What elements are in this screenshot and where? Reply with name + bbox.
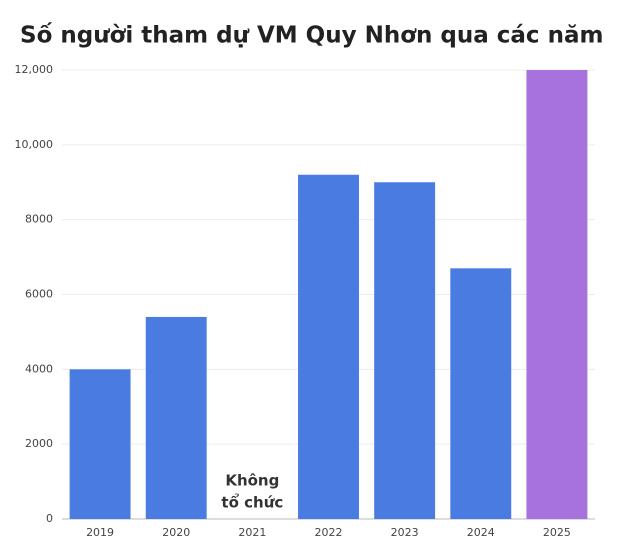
y-tick-label: 0	[46, 512, 53, 525]
x-tick-label: 2019	[86, 526, 114, 539]
x-tick-label: 2021	[238, 526, 266, 539]
bar	[374, 182, 436, 519]
y-tick-label: 2000	[25, 437, 53, 450]
x-tick-label: 2023	[391, 526, 419, 539]
bar	[69, 369, 131, 519]
y-tick-label: 8000	[25, 213, 53, 226]
y-tick-label: 10,000	[15, 138, 54, 151]
bar	[450, 268, 512, 519]
annotation: tổ chức	[221, 493, 283, 512]
y-tick-label: 12,000	[15, 63, 54, 76]
y-tick-label: 4000	[25, 362, 53, 375]
y-tick-label: 6000	[25, 288, 53, 301]
x-tick-label: 2022	[315, 526, 343, 539]
annotation: Không	[225, 472, 279, 490]
bar	[145, 316, 207, 519]
chart-title: Số người tham dự VM Quy Nhơn qua các năm	[20, 22, 603, 49]
bar	[298, 174, 359, 519]
x-tick-label: 2020	[162, 526, 190, 539]
x-tick-label: 2025	[543, 526, 571, 539]
bar	[526, 70, 588, 519]
x-tick-label: 2024	[467, 526, 495, 539]
